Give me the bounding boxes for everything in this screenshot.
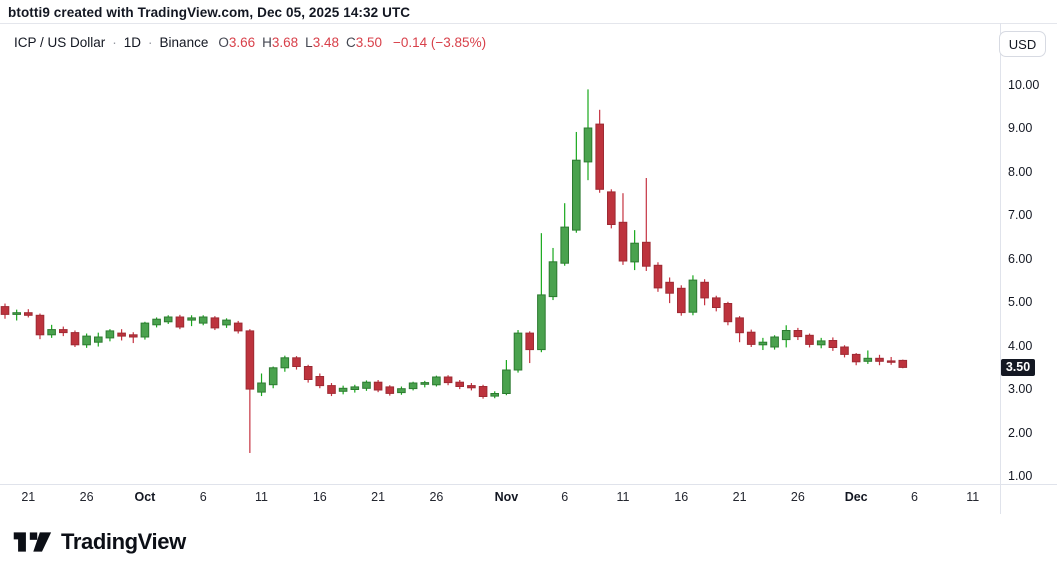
candle-body: Nov 25 O4.14 H4.47 L3.96 C4.35 [781, 330, 791, 341]
candle-body: Nov 4 O3.91 H6.59 L3.85 C5.17 [537, 294, 546, 351]
candle-body: Oct 17 O3.08 H3.14 L2.84 C2.9 [327, 385, 336, 394]
candle-body: Oct 7 O4.64 H4.68 L4.36 C4.41 [210, 317, 220, 329]
candle-body: Nov 17 O4.77 H5.62 L4.7 C5.51 [688, 279, 698, 313]
candle-body: Nov 26 O4.35 H4.41 L4.13 C4.21 [793, 330, 803, 338]
candle-body: Dec 3 O3.71 H3.79 L3.55 C3.64 [875, 357, 884, 362]
candle-body: Nov 10 O7.54 H7.6 L6.7 C6.79 [607, 191, 616, 225]
candle-body: Nov 7 O6.66 H8.92 L6.6 C8.27 [572, 159, 581, 231]
candle-body: Sep 22 O4.7 H4.74 L4.15 C4.25 [35, 314, 45, 336]
candle-body: Oct 19 O2.99 H3.1 L2.92 C3.05 [350, 386, 360, 390]
candle-body: Sep 27 O4.08 H4.3 L3.98 C4.2 [94, 336, 103, 343]
candle-body: Dec 5 O3.66 H3.68 L3.48 C3.5 [898, 359, 908, 368]
candle-body: Oct 23 O2.92 H3.06 L2.87 C3.01 [397, 388, 406, 394]
candle-body: Nov 6 O5.9 H7.28 L5.84 C6.73 [560, 226, 570, 264]
candle-body: Nov 22 O4.31 H4.37 L3.97 C4.03 [746, 331, 756, 345]
legend-separator: · [148, 35, 153, 50]
candle-body: Nov 18 O5.46 H5.53 L4.93 C5.1 [700, 281, 709, 299]
candle-body: Oct 18 O2.95 H3.08 L2.88 C3.02 [338, 387, 348, 392]
legend-separator: · [112, 35, 117, 50]
tradingview-logo[interactable]: TradingView [12, 527, 186, 557]
candle-body: Nov 9 O9.1 H9.43 L7.52 C7.6 [595, 123, 605, 190]
candle-body: Oct 3 O4.55 H4.7 L4.5 C4.66 [163, 316, 173, 323]
candle-body: Nov 24 O3.97 H4.24 L3.91 C4.2 [770, 336, 779, 348]
header-divider [0, 23, 1057, 24]
chart-legend: ICP / US Dollar · 1D · Binance O3.66 H3.6… [14, 34, 486, 51]
candle-body: Oct 21 O3.16 H3.21 L2.93 C2.98 [373, 381, 383, 391]
candle-body: Oct 10 O4.34 H4.38 L1.53 C3 [245, 330, 255, 390]
candle-body: Oct 8 O4.48 H4.63 L4.41 C4.59 [222, 319, 231, 326]
candle-body: Dec 1 O3.8 H3.83 L3.55 C3.63 [851, 353, 861, 363]
candle-body: Nov 1 O2.9 H3.67 L2.86 C3.44 [502, 369, 511, 394]
candle-body: Oct 6 O4.52 H4.7 L4.47 C4.66 [198, 316, 208, 324]
candle-body: Nov 13 O6.38 H7.86 L5.72 C5.83 [642, 241, 651, 267]
candle-body: Nov 28 O4.02 H4.18 L3.94 C4.11 [816, 340, 826, 346]
candle-body: Nov 23 O4.02 H4.18 L3.9 C4.08 [758, 341, 768, 346]
candle-body: Oct 2 O4.48 H4.65 L4.42 C4.61 [152, 318, 161, 326]
candle-body: Nov 16 O5.32 H5.39 L4.69 C4.76 [677, 287, 686, 314]
candle-body: Oct 16 O3.29 H3.36 L3.02 C3.08 [315, 376, 325, 387]
legend-ohlc-item: C3.50 [345, 35, 382, 50]
legend-ohlc-item: L3.48 [305, 35, 339, 50]
candle-body: Sep 28 O4.18 H4.38 L4.1 C4.34 [105, 330, 115, 339]
candle-body: Sep 23 O4.25 H4.48 L4.18 C4.37 [47, 329, 56, 336]
candle-body: Oct 12 O3.1 H3.52 L3.02 C3.49 [268, 367, 278, 386]
candle-body: Dec 2 O3.64 H3.89 L3.58 C3.71 [863, 357, 873, 362]
candle-body: Nov 3 O4.29 H4.33 L3.6 C3.91 [525, 332, 535, 351]
candle-body: Oct 26 O3.1 H3.31 L3.06 C3.28 [432, 376, 441, 386]
candle-body: Oct 29 O3.08 H3.14 L2.97 C3.03 [467, 385, 476, 389]
legend-ohlc-item: O3.66 [218, 35, 256, 50]
candle-body: Oct 30 O3.06 H3.1 L2.78 C2.83 [478, 386, 488, 397]
candle-body: Oct 24 O3.01 H3.17 L2.97 C3.14 [408, 382, 418, 390]
candle-body: Oct 11 O2.93 H3.36 L2.84 C3.14 [257, 382, 266, 393]
candle-body: Nov 21 O4.64 H4.68 L4.08 C4.3 [735, 317, 744, 334]
currency-toggle-button[interactable]: USD [999, 31, 1046, 57]
candle-body: Nov 11 O6.84 H7.51 L5.86 C5.95 [618, 221, 628, 262]
candle-body: Oct 5 O4.59 H4.7 L4.45 C4.64 [187, 317, 196, 321]
candle-body: Oct 31 O2.84 H2.95 L2.79 C2.9 [490, 393, 499, 397]
candle-body: Oct 13 O3.49 H3.77 L3.4 C3.72 [280, 357, 290, 369]
candle-body: Nov 19 O5.1 H5.15 L4.79 C4.88 [712, 297, 721, 308]
candle-body: Oct 28 O3.16 H3.21 L3 C3.06 [455, 381, 464, 388]
candle-body: Sep 30 O4.25 H4.31 L4.06 C4.2 [129, 334, 138, 338]
candle-body: Oct 1 O4.2 H4.55 L4.14 C4.52 [140, 322, 150, 338]
attribution-text: btotti9 created with TradingView.com, De… [8, 5, 411, 20]
candle-body: Nov 30 O3.97 H4.01 L3.73 C3.8 [840, 346, 849, 355]
legend-change: −0.14 (−3.85%) [393, 35, 487, 50]
candle-body: Nov 29 O4.12 H4.19 L3.88 C3.96 [828, 340, 838, 348]
legend-ohlc-item: H3.68 [262, 35, 299, 50]
candle-body: Oct 14 O3.72 H3.76 L3.45 C3.52 [292, 357, 301, 367]
candle-body: Oct 22 O3.05 H3.09 L2.85 C2.9 [385, 386, 395, 394]
candle-body: Nov 5 O5.13 H6.25 L5.05 C5.93 [548, 261, 558, 298]
candle-body: Oct 20 O3.02 H3.2 L2.96 C3.16 [362, 381, 371, 389]
candle-body: Nov 27 O4.24 H4.28 L3.96 C4.03 [805, 334, 814, 345]
candle-body: Oct 15 O3.52 H3.56 L3.15 C3.22 [303, 366, 313, 380]
last-price-badge: 3.50 [1001, 358, 1035, 376]
candle-body: Sep 19 O4.9 H4.97 L4.62 C4.72 [0, 306, 10, 315]
candle-body: Nov 15 O5.46 H5.57 L4.98 C5.21 [665, 281, 674, 294]
candle-body: Dec 4 O3.65 H3.74 L3.56 C3.62 [886, 360, 896, 363]
candle-body: Nov 20 O4.97 H5.01 L4.47 C4.55 [723, 303, 733, 323]
candle-body: Sep 29 O4.29 H4.38 L4.12 C4.22 [117, 332, 126, 337]
legend-symbol: ICP / US Dollar [14, 35, 106, 50]
candle-body: Nov 12 O5.93 H6.66 L5.74 C6.36 [630, 242, 639, 263]
candle-body: Nov 14 O5.85 H5.92 L5.24 C5.33 [653, 264, 663, 289]
legend-exchange: Binance [159, 35, 209, 50]
candle-body: Nov 8 O8.23 H9.9 L7.81 C9.01 [583, 127, 593, 163]
candle-body: Oct 27 O3.28 H3.32 L3.09 C3.15 [443, 376, 453, 384]
candle-body: Sep 26 O4.02 H4.28 L3.95 C4.22 [82, 335, 91, 346]
candle-body: Oct 25 O3.11 H3.19 L3.04 C3.15 [420, 382, 430, 385]
candle-body: Sep 20 O4.72 H4.83 L4.58 C4.76 [12, 312, 21, 315]
candle-body: Sep 25 O4.3 H4.35 L3.97 C4.02 [70, 332, 80, 346]
candle-body: Nov 2 O3.44 H4.36 L3.38 C4.29 [513, 332, 523, 371]
candle-body: Oct 9 O4.52 H4.57 L4.28 C4.34 [233, 322, 243, 332]
legend-ohlc-values: O3.66 H3.68 L3.48 C3.50 [218, 35, 389, 50]
candle-body: Sep 21 O4.76 H4.84 L4.65 C4.7 [24, 312, 33, 316]
tradingview-logo-icon [13, 532, 52, 552]
candle-body: Sep 24 O4.37 H4.44 L4.22 C4.3 [59, 329, 68, 334]
tradingview-logo-text: TradingView [61, 529, 186, 554]
candle-body: Oct 4 O4.66 H4.71 L4.38 C4.43 [175, 316, 185, 328]
legend-interval: 1D [123, 35, 142, 50]
